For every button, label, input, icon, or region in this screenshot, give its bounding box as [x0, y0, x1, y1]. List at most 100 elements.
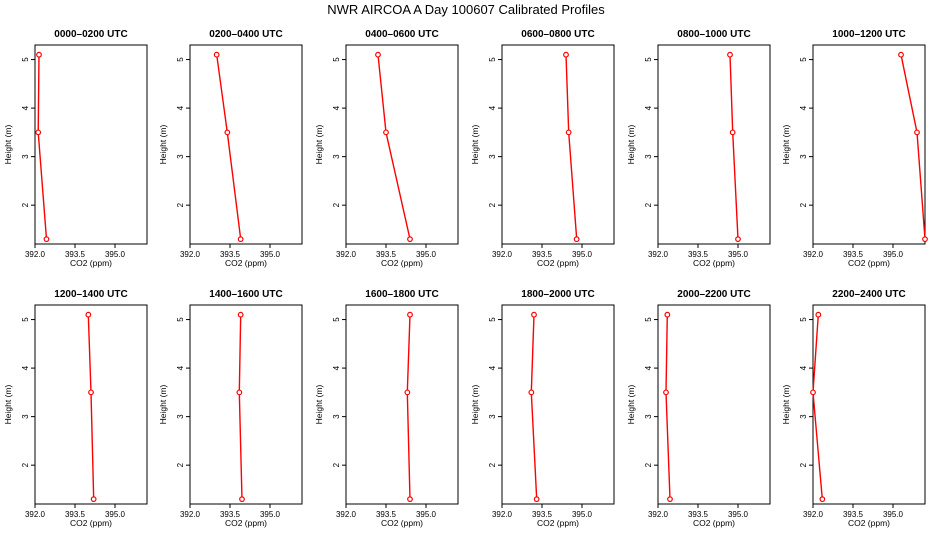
profile-line — [406, 314, 411, 500]
y-axis-label: Height (m) — [158, 385, 168, 425]
panel-title: 2200–2400 UTC — [832, 289, 905, 300]
y-tick-label: 4 — [644, 365, 653, 370]
y-tick-label: 3 — [644, 414, 653, 419]
y-tick-label: 2 — [332, 202, 341, 207]
profile-point — [375, 51, 381, 58]
profile-line — [87, 314, 95, 500]
y-tick-label: 5 — [644, 57, 653, 62]
x-axis-label: CO2 (ppm) — [381, 518, 423, 528]
panel-title: 1000–1200 UTC — [832, 29, 905, 40]
x-tick-label: 392.0 — [648, 250, 669, 259]
profile-point — [565, 129, 572, 136]
x-tick-label: 395.0 — [105, 250, 126, 259]
y-axis-label: Height (m) — [470, 385, 480, 425]
panel-title: 0000–0200 UTC — [54, 29, 127, 40]
profile-panel: 0000–0200 UTC 392.0 393.5 395.0 2 3 4 5 CO2 (ppm… — [3, 29, 148, 268]
profile-point — [914, 129, 920, 136]
x-tick-label: 393.5 — [843, 510, 864, 519]
x-tick-label: 393.5 — [376, 510, 397, 519]
profile-point — [531, 311, 537, 318]
profile-point — [43, 236, 50, 243]
profile-point — [573, 236, 580, 243]
profile-point — [528, 389, 535, 396]
profile-point — [407, 236, 413, 243]
x-tick-label: 395.0 — [728, 250, 749, 259]
x-axis-label: CO2 (ppm) — [70, 518, 112, 528]
profile-point — [407, 311, 413, 318]
x-tick-label: 393.5 — [220, 250, 241, 259]
y-tick-label: 4 — [176, 105, 185, 110]
y-tick-label: 4 — [488, 105, 497, 110]
y-tick-label: 5 — [176, 317, 185, 322]
plot-frame — [345, 44, 459, 245]
profile-line — [530, 314, 538, 500]
y-tick-label: 4 — [21, 105, 30, 110]
y-tick-label: 3 — [21, 414, 30, 419]
profile-point — [88, 389, 94, 396]
plot-frame — [501, 44, 615, 245]
x-tick-label: 392.0 — [803, 250, 824, 259]
y-tick-label: 3 — [176, 154, 185, 159]
y-axis-label: Height (m) — [781, 385, 791, 425]
panel-title: 1600–1800 UTC — [365, 289, 438, 300]
y-tick-label: 3 — [332, 414, 341, 419]
x-axis-label: CO2 (ppm) — [381, 258, 423, 268]
profile-point — [85, 311, 92, 318]
y-tick-label: 4 — [488, 365, 497, 370]
x-axis-label: CO2 (ppm) — [225, 518, 267, 528]
profile-point — [236, 389, 243, 396]
figure-title: NWR AIRCOA A Day 100607 Calibrated Profi… — [327, 2, 605, 17]
x-tick-label: 393.5 — [688, 510, 709, 519]
profile-point — [735, 236, 741, 243]
profile-panel: 2000–2200 UTC 392.0 393.5 395.0 2 3 4 5 CO2 (ppm… — [626, 289, 771, 528]
x-tick-label: 395.0 — [105, 510, 126, 519]
y-tick-label: 4 — [799, 365, 808, 370]
plot-frame — [189, 304, 303, 505]
y-axis-label: Height (m) — [781, 125, 791, 165]
plot-frame — [812, 44, 926, 245]
y-tick-label: 4 — [21, 365, 30, 370]
x-tick-label: 395.0 — [416, 250, 437, 259]
y-tick-label: 2 — [799, 202, 808, 207]
x-tick-label: 395.0 — [260, 510, 281, 519]
profile-point — [729, 129, 736, 136]
profile-panel: 1200–1400 UTC 392.0 393.5 395.0 2 3 4 5 CO2 (ppm… — [3, 289, 148, 528]
y-tick-label: 3 — [332, 154, 341, 159]
profile-point — [810, 389, 816, 396]
x-tick-label: 392.0 — [25, 510, 46, 519]
profile-line — [665, 314, 671, 500]
x-tick-label: 395.0 — [728, 510, 749, 519]
y-axis-label: Height (m) — [3, 385, 13, 425]
y-tick-label: 5 — [21, 317, 30, 322]
x-tick-label: 393.5 — [532, 250, 553, 259]
y-tick-label: 4 — [799, 105, 808, 110]
profile-point — [819, 496, 826, 503]
x-tick-label: 392.0 — [803, 510, 824, 519]
profile-panel: 2200–2400 UTC 392.0 393.5 395.0 2 3 4 5 CO2 (ppm… — [781, 289, 926, 528]
y-axis-label: Height (m) — [470, 125, 480, 165]
y-tick-label: 2 — [644, 202, 653, 207]
y-tick-label: 2 — [176, 202, 185, 207]
y-axis-label: Height (m) — [626, 125, 636, 165]
y-tick-label: 5 — [799, 317, 808, 322]
panel-title: 0400–0600 UTC — [365, 29, 438, 40]
y-tick-label: 5 — [644, 317, 653, 322]
y-tick-label: 5 — [176, 57, 185, 62]
profile-point — [237, 311, 244, 318]
x-tick-label: 392.0 — [648, 510, 669, 519]
panel-title: 0800–1000 UTC — [677, 29, 750, 40]
y-tick-label: 2 — [21, 462, 30, 467]
panel-title: 1800–2000 UTC — [521, 289, 594, 300]
y-tick-label: 2 — [332, 462, 341, 467]
panel-title: 0600–0800 UTC — [521, 29, 594, 40]
y-tick-label: 4 — [644, 105, 653, 110]
profile-point — [224, 129, 231, 136]
plot-frame — [34, 304, 148, 505]
profile-panel: 0600–0800 UTC 392.0 393.5 395.0 2 3 4 5 CO2 (ppm… — [470, 29, 615, 268]
profile-point — [922, 236, 928, 243]
x-tick-label: 393.5 — [65, 250, 86, 259]
profile-point — [213, 51, 220, 58]
y-tick-label: 3 — [176, 414, 185, 419]
profile-panel: 0400–0600 UTC 392.0 393.5 395.0 2 3 4 5 CO2 (ppm… — [314, 29, 459, 268]
